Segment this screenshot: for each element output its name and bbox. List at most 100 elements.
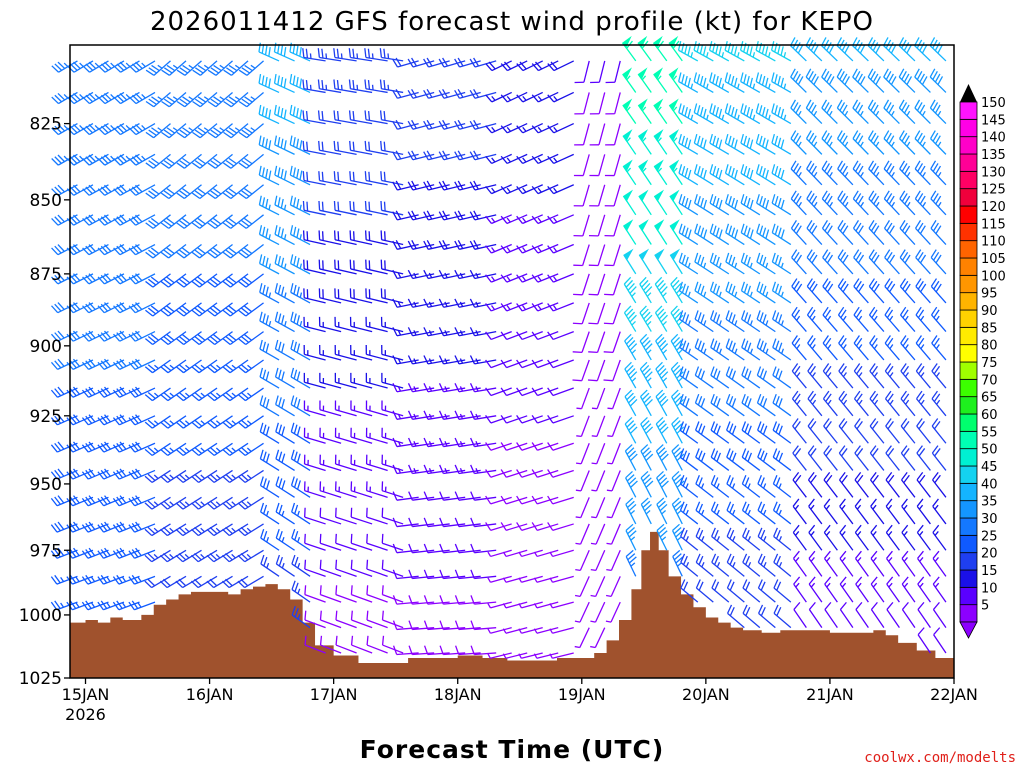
wind-barb — [531, 387, 559, 397]
wind-barb — [607, 415, 621, 438]
wind-barb — [274, 367, 295, 389]
wind-barb — [589, 154, 606, 177]
colorbar-label: 125 — [981, 183, 1006, 198]
wind-barb — [756, 366, 776, 389]
wind-barb — [725, 393, 745, 417]
colorbar-label: 5 — [981, 599, 989, 614]
wind-barb — [792, 418, 807, 444]
wind-barb — [502, 601, 528, 609]
wind-barb — [454, 620, 481, 631]
wind-barb — [334, 372, 357, 389]
wind-barb — [640, 416, 654, 444]
wind-barb — [516, 153, 543, 165]
wind-barb — [290, 367, 311, 389]
wind-barb — [302, 48, 326, 62]
wind-barb — [518, 575, 543, 583]
wind-barb — [290, 283, 311, 304]
wind-barb — [350, 345, 373, 361]
wind-barb — [771, 133, 792, 155]
wind-barb — [274, 311, 295, 333]
wind-barb — [655, 444, 669, 471]
wind-barb — [772, 421, 792, 444]
wind-barb — [223, 60, 249, 76]
wind-barb — [275, 476, 295, 498]
wind-barb — [392, 119, 419, 130]
colorbar-label: 120 — [981, 200, 1006, 215]
wind-barb — [112, 574, 140, 585]
wind-barb — [500, 469, 528, 478]
wind-barb — [710, 338, 730, 361]
wind-barb — [222, 214, 249, 229]
wind-barb — [741, 421, 761, 444]
wind-barb — [51, 302, 78, 314]
wind-barb — [679, 393, 699, 417]
wind-barb — [335, 559, 357, 577]
wind-barb — [238, 244, 264, 259]
colorbar-label: 40 — [981, 477, 998, 492]
wind-barb — [710, 393, 730, 417]
wind-barb — [516, 184, 543, 195]
wind-barb — [678, 103, 699, 125]
wind-barb — [485, 302, 512, 312]
wind-barb — [757, 448, 776, 471]
wind-barb — [755, 103, 776, 125]
wind-barb — [756, 252, 776, 275]
wind-barb — [469, 210, 497, 221]
wind-barb — [334, 427, 357, 444]
wind-barb — [516, 91, 543, 103]
wind-barb — [470, 543, 497, 554]
wind-barb — [176, 184, 202, 200]
colorbar-swatch — [959, 344, 978, 363]
wind-barb — [161, 60, 187, 76]
credit-link[interactable]: coolwx.com/modelts — [864, 750, 1016, 766]
wind-barb — [454, 88, 481, 99]
wind-barb — [128, 358, 156, 370]
wind-barb — [259, 367, 280, 389]
wind-barb — [290, 449, 311, 471]
wind-barb — [640, 497, 652, 525]
wind-barb — [50, 386, 78, 398]
wind-barb — [485, 153, 512, 165]
wind-barb — [590, 550, 606, 572]
wind-barb — [671, 389, 684, 417]
wind-barb — [623, 219, 637, 245]
wind-barb — [624, 333, 638, 361]
wind-barb — [260, 554, 280, 577]
wind-barb — [485, 522, 512, 531]
wind-barb — [238, 214, 264, 229]
wind-barb — [50, 547, 78, 559]
wind-barb — [485, 123, 512, 134]
wind-barb — [757, 421, 776, 444]
wind-barb — [469, 180, 497, 191]
wind-barb — [695, 579, 714, 603]
wind-barb — [656, 470, 669, 498]
wind-barb — [791, 390, 807, 417]
wind-barb — [771, 223, 792, 246]
wind-barb — [364, 230, 388, 246]
wind-barb — [365, 288, 388, 304]
wind-barb — [144, 331, 171, 346]
wind-barb — [531, 359, 559, 369]
wind-barb — [588, 302, 606, 325]
terrain-layer — [70, 531, 954, 678]
wind-barb — [82, 302, 109, 314]
wind-barb — [793, 576, 807, 603]
colorbar-swatch — [959, 482, 978, 502]
wind-barb — [237, 575, 264, 589]
wind-barb — [160, 244, 187, 259]
wind-barb — [518, 627, 543, 634]
wind-barb — [808, 524, 823, 551]
wind-barb — [678, 281, 699, 304]
wind-barb — [97, 600, 125, 611]
wind-barb — [725, 252, 745, 275]
wind-barb — [113, 330, 140, 342]
wind-barb — [711, 553, 730, 577]
wind-barb — [470, 517, 497, 528]
wind-barb — [669, 189, 683, 216]
wind-barb — [407, 150, 435, 161]
wind-barb — [207, 214, 233, 229]
wind-barb — [303, 400, 326, 417]
x-tick-label: 20JAN — [682, 685, 730, 704]
wind-barb — [291, 605, 311, 629]
wind-barb — [574, 601, 590, 623]
